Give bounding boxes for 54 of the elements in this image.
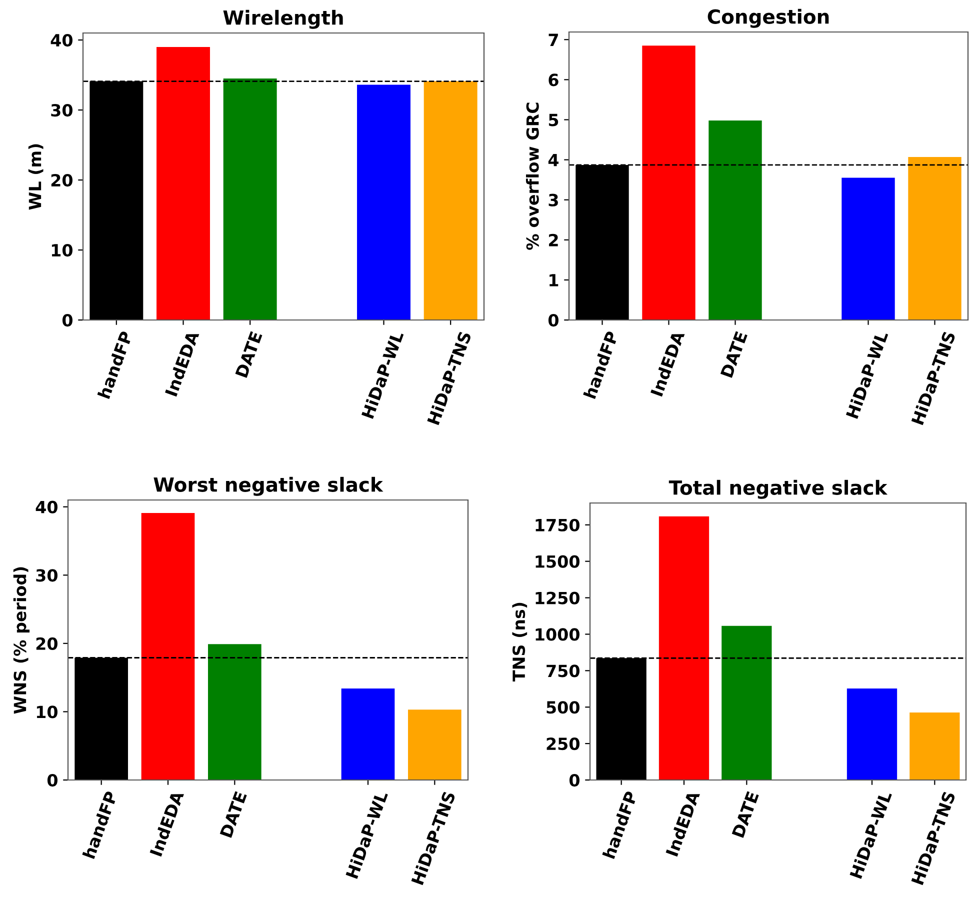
y-tick-label: 40 <box>50 34 72 47</box>
y-tick-label: 10 <box>52 244 72 257</box>
y-tick-label: 20 <box>36 637 58 650</box>
bar <box>208 644 262 780</box>
x-tick-label: DATE <box>732 791 759 838</box>
y-axis-title: WL (m) <box>28 144 44 210</box>
bar <box>842 178 895 320</box>
y-tick-label: 250 <box>546 738 580 750</box>
y-tick-label: 5 <box>548 114 558 126</box>
y-tick-label: 1250 <box>536 592 580 604</box>
y-tick-label: 40 <box>36 500 58 514</box>
bar <box>642 46 696 320</box>
x-tick-label: DATE <box>235 331 262 378</box>
y-tick-label: 10 <box>36 706 58 718</box>
chart-title: Worst negative slack <box>154 476 384 496</box>
y-axis-title: TNS (ns) <box>512 602 528 682</box>
y-tick-label: 30 <box>36 569 58 582</box>
y-axis-title: WNS (% period) <box>13 567 30 714</box>
bar <box>846 688 898 780</box>
bar <box>708 120 762 320</box>
bar <box>341 688 395 780</box>
chart-title: Congestion <box>708 8 829 28</box>
y-tick-label: 3 <box>548 194 558 206</box>
y-tick-label: 30 <box>51 104 72 117</box>
y-tick-label: 6 <box>548 74 558 86</box>
y-tick-label: 500 <box>546 701 580 714</box>
y-tick-label: 1750 <box>536 518 580 532</box>
y-tick-label: 1 <box>550 274 558 286</box>
chart-title: Total negative slack <box>668 480 888 499</box>
y-tick-label: 750 <box>546 664 580 678</box>
y-tick-label: 4 <box>548 154 559 166</box>
y-tick-label: 20 <box>51 174 72 187</box>
y-tick-label: 2 <box>549 234 558 246</box>
bar <box>910 712 960 780</box>
y-tick-label: 0 <box>548 314 558 327</box>
bar <box>357 84 410 320</box>
x-tick-label: DATE <box>720 331 748 378</box>
y-tick-label: 1000 <box>536 628 580 641</box>
bar <box>658 516 710 780</box>
bar <box>141 512 195 780</box>
y-tick-label: 0 <box>62 314 72 327</box>
bar <box>223 78 277 320</box>
x-tick-label: DATE <box>220 791 247 838</box>
y-tick-label: 0 <box>569 774 580 787</box>
y-tick-label: 0 <box>47 774 58 787</box>
chart-title: Wirelength <box>223 10 343 29</box>
bar <box>424 81 478 320</box>
bar <box>908 156 962 320</box>
y-tick-label: 1500 <box>536 555 580 568</box>
bar <box>722 626 772 780</box>
y-tick-label: 7 <box>548 34 558 46</box>
y-axis-title: % overflow GRC <box>526 102 539 250</box>
bar <box>156 47 210 320</box>
bar <box>408 710 462 780</box>
